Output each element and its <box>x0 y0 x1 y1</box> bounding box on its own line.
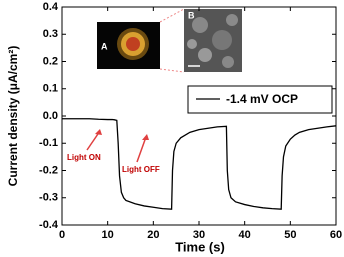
annotation: Light OFF <box>122 165 160 174</box>
y-tick-label: 0.0 <box>43 110 58 122</box>
x-tick-label: 60 <box>330 229 342 241</box>
x-axis-label: Time (s) <box>175 239 225 254</box>
x-tick-label: 40 <box>239 229 251 241</box>
y-tick-label: 0.2 <box>43 55 58 67</box>
y-tick-label: 0.3 <box>43 28 58 40</box>
x-tick-label: 10 <box>102 229 114 241</box>
y-tick-label: -0.2 <box>39 164 58 176</box>
data-line <box>62 118 337 210</box>
legend-label: -1.4 mV OCP <box>226 92 298 106</box>
y-tick-label: 0.1 <box>43 83 58 95</box>
inset-images: A B <box>97 8 242 73</box>
inset-label: B <box>188 10 195 20</box>
inset-label: A <box>101 41 108 51</box>
y-tick-label: 0.4 <box>43 1 59 13</box>
annotation: Light ON <box>67 153 101 162</box>
annotations: Light ON Light OFF <box>67 129 160 174</box>
x-tick-label: 50 <box>284 229 296 241</box>
plot-frame <box>61 6 337 226</box>
x-tick-label: 0 <box>59 229 65 241</box>
x-tick-label: 30 <box>193 229 205 241</box>
y-tick-label: -0.3 <box>39 192 58 204</box>
x-tick-label: 20 <box>147 229 159 241</box>
y-tick-label: -0.1 <box>39 137 58 149</box>
y-tick-label: -0.4 <box>39 219 59 231</box>
y-axis-label: Current density (μA/cm²) <box>6 46 20 187</box>
